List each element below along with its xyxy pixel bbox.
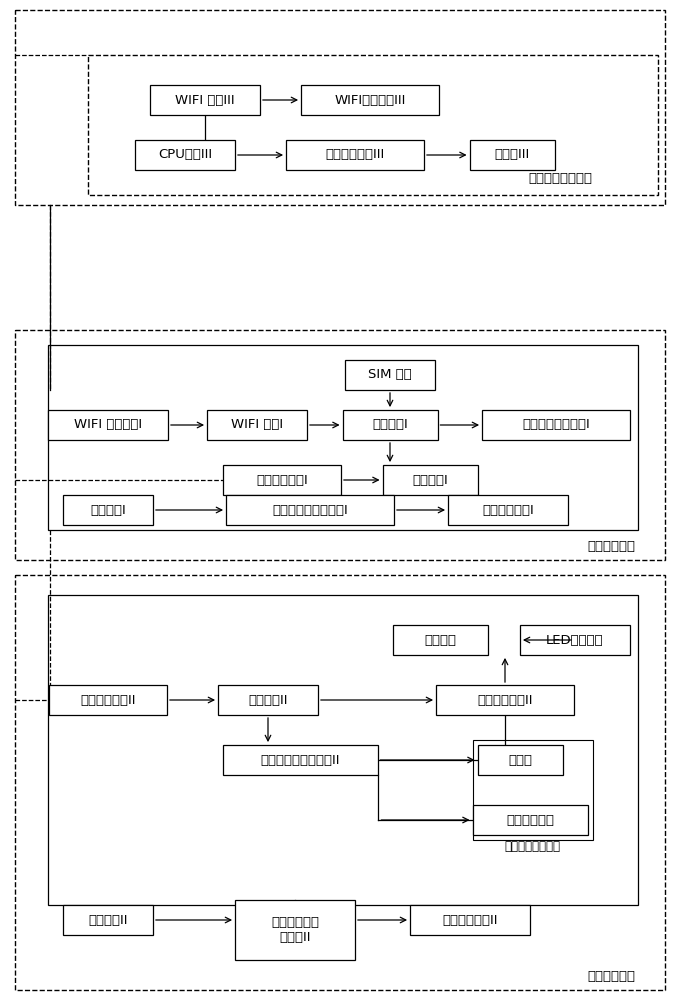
FancyBboxPatch shape: [218, 685, 318, 715]
Text: 第一扩展设备: 第一扩展设备: [587, 540, 635, 553]
Text: 通信模块I: 通信模块I: [372, 418, 408, 432]
Text: WIFI天线单元III: WIFI天线单元III: [334, 94, 406, 106]
FancyBboxPatch shape: [482, 410, 630, 440]
Text: 蓝牙模块II: 蓝牙模块II: [248, 694, 288, 706]
FancyBboxPatch shape: [520, 625, 630, 655]
FancyBboxPatch shape: [469, 140, 554, 170]
FancyBboxPatch shape: [410, 905, 530, 935]
Bar: [15, 10, 665, 205]
Bar: [473, 740, 593, 840]
FancyBboxPatch shape: [473, 805, 587, 835]
Text: WIFI 模块I: WIFI 模块I: [231, 418, 283, 432]
FancyBboxPatch shape: [223, 465, 341, 495]
Text: LED指示单元: LED指示单元: [546, 634, 604, 647]
FancyBboxPatch shape: [49, 685, 167, 715]
Bar: [48, 595, 638, 905]
Text: 电源管理和充
电单元II: 电源管理和充 电单元II: [271, 916, 319, 944]
FancyBboxPatch shape: [63, 495, 153, 525]
FancyBboxPatch shape: [286, 140, 424, 170]
FancyBboxPatch shape: [222, 745, 378, 775]
Text: 微处理器模块II: 微处理器模块II: [477, 694, 533, 706]
Text: 蓝牙天线单元I: 蓝牙天线单元I: [256, 474, 308, 487]
Text: 听筒或扬声器: 听筒或扬声器: [506, 814, 554, 826]
Text: WIFI 模块III: WIFI 模块III: [175, 94, 235, 106]
FancyBboxPatch shape: [63, 905, 153, 935]
Text: 通信模块天线单元I: 通信模块天线单元I: [522, 418, 590, 432]
FancyBboxPatch shape: [477, 745, 563, 775]
Text: 外部电源接口I: 外部电源接口I: [482, 504, 534, 516]
Text: 按键单元: 按键单元: [424, 634, 456, 647]
FancyBboxPatch shape: [235, 900, 355, 960]
FancyBboxPatch shape: [150, 85, 260, 115]
FancyBboxPatch shape: [436, 685, 574, 715]
Bar: [15, 330, 665, 560]
Text: 蓝牙天线单元II: 蓝牙天线单元II: [80, 694, 136, 706]
Text: 第二扩展设备: 第二扩展设备: [587, 970, 635, 983]
FancyBboxPatch shape: [342, 410, 437, 440]
Text: 电源管理和充电单元I: 电源管理和充电单元I: [272, 504, 348, 516]
Text: 便携终端电子设备: 便携终端电子设备: [528, 172, 592, 185]
Text: 麦克风: 麦克风: [508, 754, 532, 766]
Text: 语音输入输出单元: 语音输入输出单元: [505, 840, 561, 853]
Bar: [15, 575, 665, 990]
Text: 蓝牙模块I: 蓝牙模块I: [412, 474, 448, 487]
FancyBboxPatch shape: [48, 410, 168, 440]
Text: 充电电池I: 充电电池I: [90, 504, 126, 516]
FancyBboxPatch shape: [383, 465, 477, 495]
Text: 音频编解码单元模块II: 音频编解码单元模块II: [261, 754, 340, 766]
FancyBboxPatch shape: [207, 410, 307, 440]
Text: 充电电池II: 充电电池II: [88, 914, 128, 926]
Text: WIFI 天线单元I: WIFI 天线单元I: [74, 418, 142, 432]
FancyBboxPatch shape: [135, 140, 235, 170]
Text: 外部电源接口II: 外部电源接口II: [442, 914, 498, 926]
Text: CPU模块III: CPU模块III: [158, 148, 212, 161]
FancyBboxPatch shape: [345, 360, 435, 390]
FancyBboxPatch shape: [393, 625, 488, 655]
Text: SIM 卡座: SIM 卡座: [368, 368, 412, 381]
Text: 显示屏III: 显示屏III: [494, 148, 530, 161]
FancyBboxPatch shape: [448, 495, 568, 525]
Bar: [88, 55, 658, 195]
FancyBboxPatch shape: [226, 495, 394, 525]
Bar: [48, 345, 638, 530]
FancyBboxPatch shape: [301, 85, 439, 115]
Text: 显示控制单元III: 显示控制单元III: [325, 148, 385, 161]
